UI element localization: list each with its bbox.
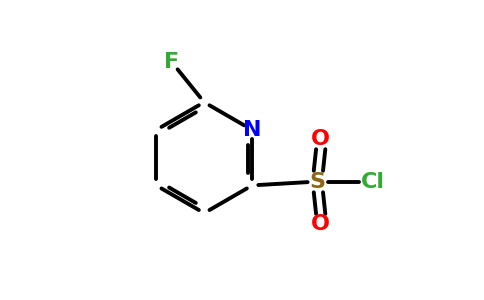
Text: S: S bbox=[310, 172, 326, 191]
Text: O: O bbox=[310, 214, 330, 234]
Text: O: O bbox=[310, 129, 330, 149]
Text: Cl: Cl bbox=[361, 172, 385, 191]
Text: F: F bbox=[164, 52, 180, 72]
Text: N: N bbox=[243, 120, 261, 140]
